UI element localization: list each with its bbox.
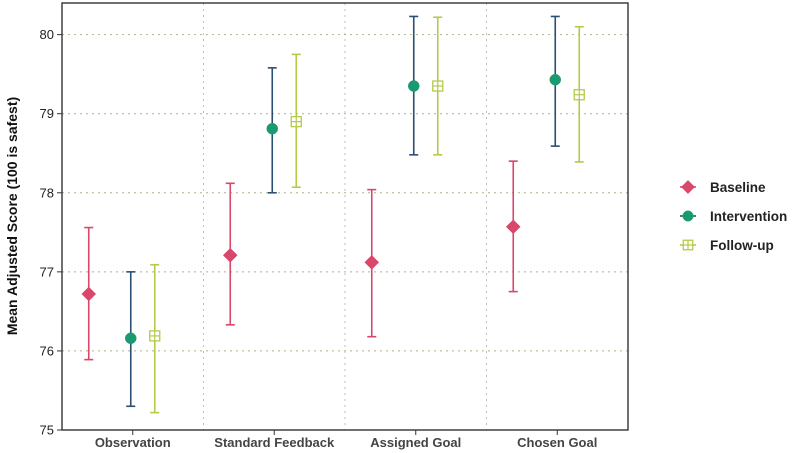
point-follow-up xyxy=(573,89,585,101)
y-tick-label: 78 xyxy=(40,185,54,200)
point-intervention xyxy=(549,73,561,86)
plot-frame xyxy=(61,2,629,431)
legend-marker-baseline xyxy=(680,179,696,195)
y-tick-label: 80 xyxy=(40,27,54,42)
point-intervention xyxy=(125,332,137,345)
x-tick-label: Assigned Goal xyxy=(370,435,461,450)
legend-marker-intervention xyxy=(682,210,694,222)
y-tick-label: 79 xyxy=(40,106,54,121)
point-baseline xyxy=(364,255,380,270)
legend-item-baseline[interactable]: Baseline xyxy=(680,179,766,195)
point-intervention xyxy=(266,122,278,135)
legend-label-follow-up: Follow-up xyxy=(710,238,774,253)
legend-label-baseline: Baseline xyxy=(710,180,766,195)
y-tick-label: 75 xyxy=(40,423,54,438)
point-follow-up xyxy=(432,80,444,92)
legend[interactable]: Baseline Intervention Follow-up xyxy=(680,179,787,253)
x-tick-label: Chosen Goal xyxy=(517,435,597,450)
legend-item-intervention[interactable]: Intervention xyxy=(680,209,787,224)
x-axis: Observation Standard Feedback Assigned Goa… xyxy=(95,430,597,450)
point-baseline xyxy=(222,247,238,263)
y-axis-title: Mean Adjusted Score (100 is safest) xyxy=(4,97,20,335)
plot-border xyxy=(61,2,629,431)
y-axis: 75 76 77 78 79 80 xyxy=(40,27,62,438)
legend-marker-follow-up xyxy=(682,239,694,251)
plot-area xyxy=(62,3,628,430)
point-baseline xyxy=(81,286,97,302)
gridlines xyxy=(62,3,628,430)
point-intervention xyxy=(408,80,420,92)
y-tick-label: 76 xyxy=(40,343,54,358)
point-baseline xyxy=(505,219,521,235)
plot-background xyxy=(62,3,628,430)
legend-label-intervention: Intervention xyxy=(710,209,787,224)
x-tick-label: Standard Feedback xyxy=(214,435,335,450)
data-points xyxy=(81,73,585,345)
legend-item-follow-up[interactable]: Follow-up xyxy=(680,238,774,253)
x-tick-label: Observation xyxy=(95,435,171,450)
y-tick-label: 77 xyxy=(40,264,54,279)
point-follow-up xyxy=(149,330,161,342)
point-follow-up xyxy=(290,115,302,128)
